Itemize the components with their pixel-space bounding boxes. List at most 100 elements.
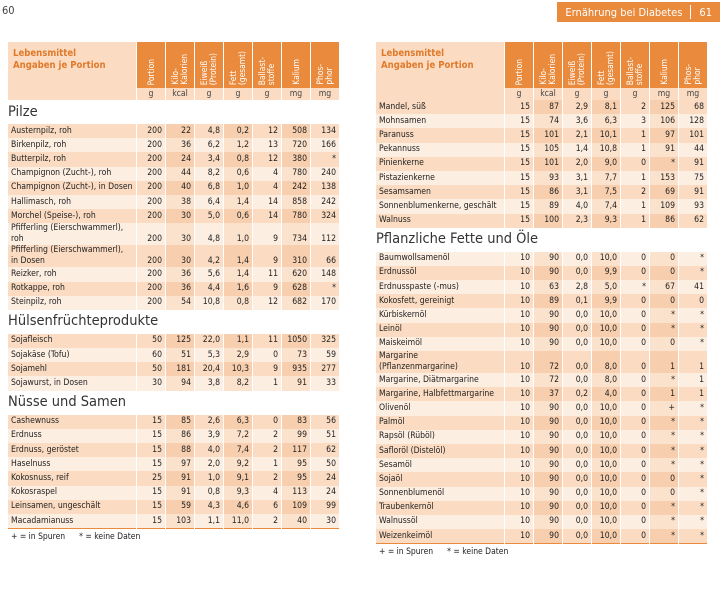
value-cell: 91 bbox=[281, 376, 311, 391]
value-cell: 66 bbox=[310, 245, 340, 268]
value-cell: 200 bbox=[136, 124, 166, 139]
column-label: Fett (gesamt) bbox=[596, 51, 615, 85]
value-cell: 0 bbox=[620, 415, 650, 430]
food-name: Steinpilz, roh bbox=[8, 295, 137, 310]
value-cell: 91 bbox=[165, 471, 195, 486]
column-label-line: Kalium bbox=[658, 59, 669, 85]
value-cell: 2 bbox=[620, 185, 650, 200]
value-cell: 6 bbox=[252, 499, 282, 514]
value-cell: 109 bbox=[649, 199, 679, 214]
value-cell: 780 bbox=[281, 209, 311, 224]
value-cell: 15 bbox=[136, 499, 166, 514]
value-cell: 508 bbox=[281, 124, 311, 139]
value-cell: 15 bbox=[504, 128, 534, 143]
value-cell: 128 bbox=[678, 114, 708, 129]
value-cell: 2 bbox=[252, 428, 282, 443]
value-cell: 90 bbox=[533, 458, 563, 473]
value-cell: 10 bbox=[504, 351, 534, 373]
column-label-line: Portion bbox=[145, 58, 156, 85]
unit: g bbox=[562, 88, 592, 100]
food-row: Hallimasch, roh 200 38 6,4 1,4 14 858 242 bbox=[8, 194, 340, 210]
value-cell: 8,2 bbox=[223, 376, 253, 391]
unit: kcal bbox=[165, 88, 195, 100]
value-cell: 15 bbox=[136, 428, 166, 443]
value-cell: 0,0 bbox=[562, 529, 592, 544]
column-header: Phos-phor bbox=[310, 42, 340, 88]
value-cell: 2 bbox=[252, 471, 282, 486]
section-row: Hülsenfrüchteprodukte bbox=[8, 309, 340, 334]
unit: mg bbox=[310, 88, 340, 100]
value-cell: 10 bbox=[504, 415, 534, 430]
value-cell: 10 bbox=[504, 529, 534, 544]
value-cell: 2,9 bbox=[562, 100, 592, 115]
food-name: Erdnussöl bbox=[376, 265, 505, 281]
footnote-row: + = in Spuren * = keine Daten bbox=[8, 528, 340, 545]
value-cell: 5,0 bbox=[591, 280, 621, 295]
unit: mg bbox=[649, 88, 679, 100]
food-row: Rotkappe, roh 200 36 4,4 1,6 9 628 * bbox=[8, 281, 340, 296]
food-row: Walnuss 15 100 2,3 9,3 1 86 62 bbox=[376, 213, 708, 228]
unit: g bbox=[591, 88, 621, 100]
value-cell: 10,1 bbox=[591, 128, 621, 143]
food-row: Sojamehl 50 181 20,4 10,3 9 935 277 bbox=[8, 362, 340, 377]
value-cell: 11 bbox=[252, 267, 282, 282]
value-cell: 0 bbox=[620, 351, 650, 373]
food-name: Sojakäse (Tofu) bbox=[8, 348, 137, 363]
value-cell: 10,0 bbox=[591, 401, 621, 416]
value-cell: 30 bbox=[165, 245, 195, 268]
value-cell: 54 bbox=[165, 295, 195, 310]
value-cell: 1,4 bbox=[223, 245, 253, 268]
food-row: Steinpilz, roh 200 54 10,8 0,8 12 682 170 bbox=[8, 295, 340, 310]
value-cell: 72 bbox=[533, 373, 563, 388]
column-header: Kilo- Kalorien bbox=[533, 42, 563, 88]
value-cell: 10,8 bbox=[591, 142, 621, 157]
value-cell: * bbox=[620, 280, 650, 295]
footnote: + = in Spuren * = keine Daten bbox=[376, 543, 708, 560]
food-row: Pinienkerne 15 101 2,0 9,0 0 * 91 bbox=[376, 156, 708, 171]
value-cell: * bbox=[649, 514, 679, 530]
column-label-line: stoffe bbox=[634, 63, 644, 85]
value-cell: 30 bbox=[165, 209, 195, 224]
value-cell: 9,2 bbox=[223, 457, 253, 472]
value-cell: 1 bbox=[620, 199, 650, 214]
value-cell: 2 bbox=[620, 100, 650, 115]
food-name: Margarine, Diätmargarine bbox=[376, 373, 505, 388]
value-cell: 86 bbox=[533, 185, 563, 200]
value-cell: 2 bbox=[252, 513, 282, 529]
value-cell: 1 bbox=[252, 457, 282, 472]
food-name: Birkenpilz, roh bbox=[8, 138, 137, 153]
column-label: Kalium bbox=[291, 59, 301, 85]
value-cell: 0 bbox=[649, 336, 679, 351]
value-cell: * bbox=[678, 472, 708, 487]
value-cell: 0 bbox=[620, 265, 650, 281]
value-cell: 62 bbox=[310, 443, 340, 458]
value-cell: 10 bbox=[504, 322, 534, 337]
food-name: Kokosfett, gereinigt bbox=[376, 294, 505, 309]
food-row: Mandel, süß 15 87 2,9 8,1 2 125 68 bbox=[376, 100, 708, 115]
food-row: Erdnusspaste (-mus) 10 63 2,8 5,0 * 67 41 bbox=[376, 280, 708, 295]
food-name-line: in Dosen bbox=[11, 256, 45, 267]
column-label: Ballast-stoffe bbox=[257, 57, 276, 85]
nutrition-table: Lebensmittel Angaben je Portion Portion Kil… bbox=[8, 42, 340, 545]
unit: mg bbox=[281, 88, 311, 100]
value-cell: * bbox=[678, 401, 708, 416]
value-cell: 90 bbox=[533, 529, 563, 544]
value-cell: 5,6 bbox=[194, 267, 224, 282]
table-title: Lebensmittel Angaben je Portion bbox=[376, 42, 505, 88]
value-cell: 106 bbox=[649, 114, 679, 129]
value-cell: 15 bbox=[136, 414, 166, 429]
value-cell: 97 bbox=[649, 128, 679, 143]
value-cell: 10 bbox=[504, 429, 534, 444]
value-cell: 10,0 bbox=[591, 529, 621, 544]
food-row: Rapsöl (Rüböl) 10 90 0,0 10,0 0 * * bbox=[376, 429, 708, 444]
food-name: Pekannuss bbox=[376, 142, 505, 157]
value-cell: 85 bbox=[165, 414, 195, 429]
food-row: Kokosnuss, reif 25 91 1,0 9,1 2 95 24 bbox=[8, 471, 340, 486]
value-cell: * bbox=[678, 443, 708, 459]
column-header: Ballast-stoffe bbox=[620, 42, 650, 88]
value-cell: 0 bbox=[620, 322, 650, 337]
value-cell: 0 bbox=[620, 443, 650, 459]
value-cell: 12 bbox=[252, 295, 282, 310]
units-spacer bbox=[8, 88, 137, 100]
food-name: Pfifferling (Eierschwammerl), in Dosen bbox=[8, 245, 137, 268]
